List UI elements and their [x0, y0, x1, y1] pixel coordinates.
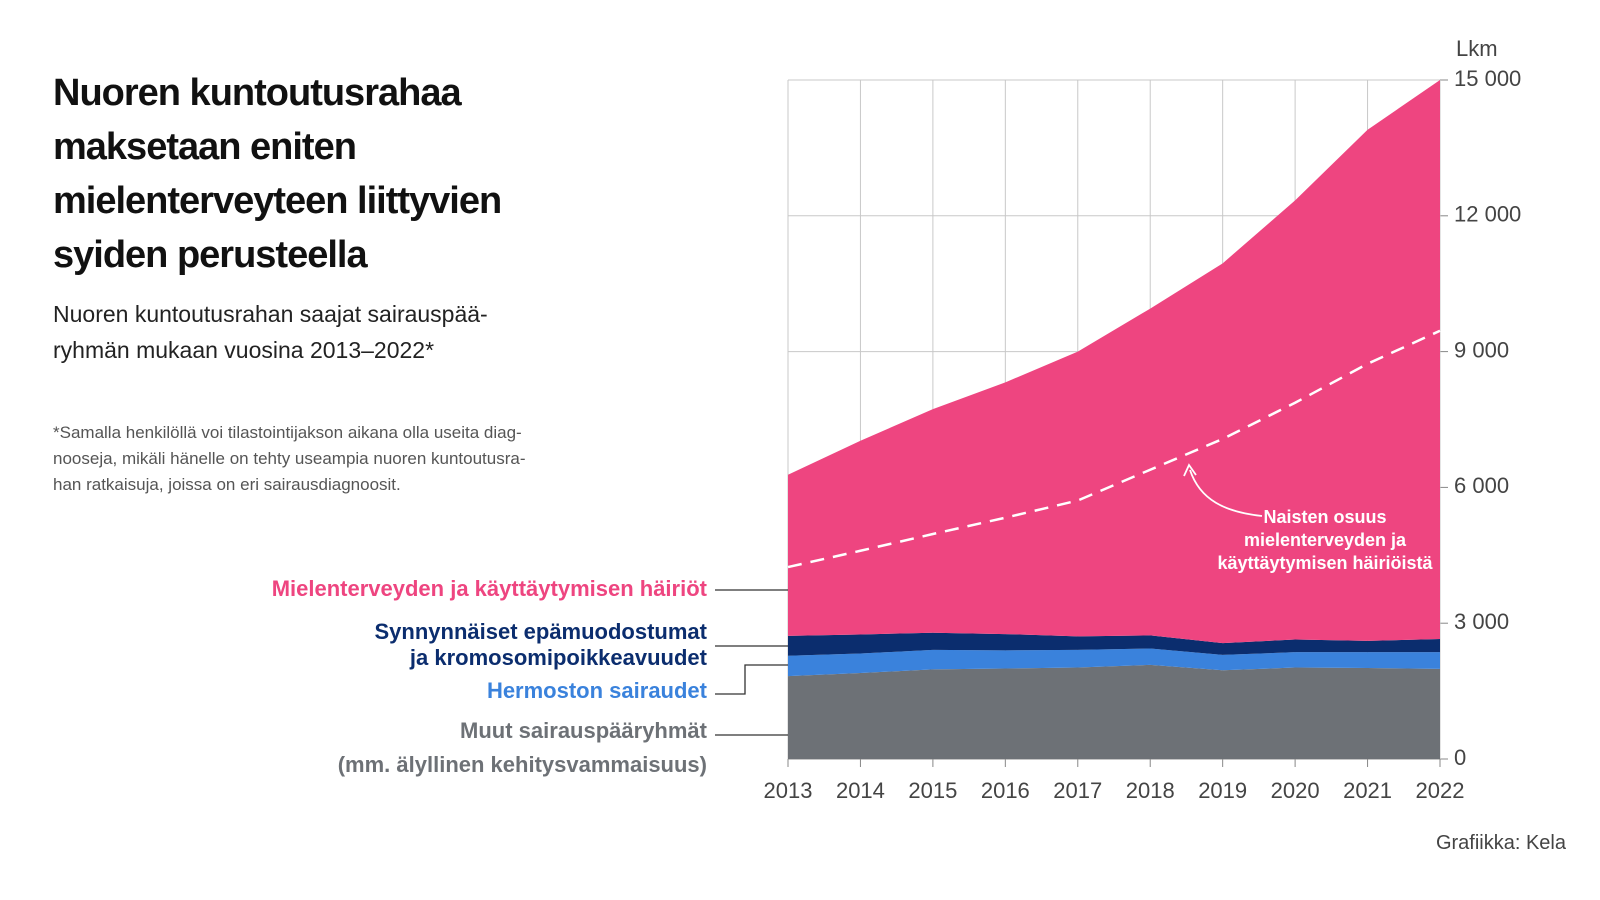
leader-line: [715, 664, 788, 695]
legend-entry: Hermoston sairaudet: [486, 678, 707, 703]
x-tick-label: 2017: [1053, 778, 1102, 803]
y-tick-label: 3 000: [1454, 609, 1509, 634]
y-tick-label: 12 000: [1454, 202, 1521, 227]
x-tick-label: 2014: [836, 778, 885, 803]
legend-entry: Synnynnäiset epämuodostumat ja kromosomi…: [374, 619, 707, 670]
x-tick-label: 2019: [1198, 778, 1247, 803]
x-tick-label: 2016: [981, 778, 1030, 803]
annotation: Naisten osuus mielenterveyden ja käyttäy…: [1217, 507, 1433, 573]
y-axis-label: Lkm: [1456, 36, 1498, 61]
legend-leaders: [715, 589, 788, 736]
x-tick-label: 2022: [1416, 778, 1465, 803]
area: [788, 648, 1440, 677]
source: Grafiikka: Kela: [1435, 832, 1566, 854]
y-tick-label: 15 000: [1454, 66, 1521, 91]
y-tick-label: 6 000: [1454, 473, 1509, 498]
x-tick-label: 2013: [764, 778, 813, 803]
area: [788, 664, 1440, 759]
area: [788, 632, 1440, 656]
chart-subtitle: Nuoren kuntoutusrahan saajat sairauspää-…: [53, 301, 488, 363]
annotation-arrowhead: [1183, 463, 1197, 477]
x-tick-label: 2015: [908, 778, 957, 803]
x-tick-label: 2020: [1271, 778, 1320, 803]
legend-entry: Mielenterveyden ja käyttäytymisen häiriö…: [271, 576, 707, 601]
annotation-arrow: [1189, 469, 1263, 517]
chart-title: Nuoren kuntoutusrahaa maksetaan eniten m…: [53, 72, 502, 276]
legend-entry: Muut sairauspääryhmät (mm. älyllinen keh…: [337, 718, 707, 777]
y-tick-label: 9 000: [1454, 337, 1509, 362]
x-tick-label: 2021: [1343, 778, 1392, 803]
area: [788, 80, 1440, 644]
x-tick-label: 2018: [1126, 778, 1175, 803]
footnote: *Samalla henkilöllä voi tilastointijakso…: [53, 423, 526, 494]
line: [787, 329, 1441, 569]
y-tick-label: 0: [1454, 745, 1466, 770]
